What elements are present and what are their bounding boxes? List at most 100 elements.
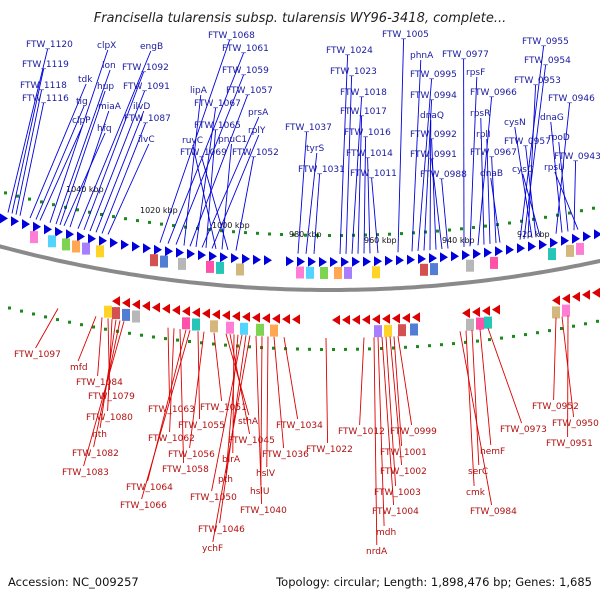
forward-gene-arrow bbox=[176, 247, 184, 258]
gene-leader-line bbox=[63, 132, 106, 226]
gene-leader-line bbox=[201, 116, 260, 248]
map-title: Francisella tularensis subsp. tularensis… bbox=[94, 11, 507, 26]
gene-leader-line bbox=[221, 143, 232, 250]
feature-block bbox=[384, 324, 392, 337]
tick-dot bbox=[340, 234, 343, 237]
feature-block bbox=[96, 245, 104, 258]
gene-label: FTW_1058 bbox=[162, 465, 209, 475]
forward-gene-arrow bbox=[165, 246, 173, 257]
gene-label: prsA bbox=[248, 108, 269, 118]
reverse-gene-arrow bbox=[192, 307, 200, 318]
gene-leader-line bbox=[527, 84, 537, 239]
gene-leader-line bbox=[429, 119, 432, 251]
gene-label: FTW_0995 bbox=[410, 70, 457, 80]
gene-label: cysN bbox=[504, 118, 526, 128]
tick-label: 940 kbp bbox=[442, 236, 475, 245]
forward-gene-arrow bbox=[583, 231, 591, 242]
gene-leader-line bbox=[313, 173, 321, 254]
gene-label: FTW_1045 bbox=[228, 436, 275, 446]
gene-label: FTW_0967 bbox=[470, 148, 517, 158]
tick-dot bbox=[244, 231, 247, 235]
feature-block bbox=[48, 235, 56, 248]
gene-leader-line bbox=[211, 334, 243, 492]
forward-gene-arrow bbox=[88, 233, 96, 244]
gene-leader-line bbox=[465, 330, 475, 487]
gene-label: FTW_1024 bbox=[326, 46, 373, 56]
accession-label: Accession: NC_009257 bbox=[8, 575, 139, 589]
feature-block bbox=[372, 266, 380, 279]
gene-label: rpoD bbox=[548, 133, 570, 143]
gene-leader-line bbox=[35, 105, 85, 220]
gene-label: lipA bbox=[190, 86, 208, 96]
reverse-gene-arrow bbox=[582, 289, 590, 300]
tick-dot bbox=[304, 233, 307, 237]
gene-label: FTW_1018 bbox=[340, 88, 387, 98]
gene-label: phnA bbox=[410, 51, 434, 61]
reverse-arrow-track bbox=[112, 287, 600, 325]
gene-label: FTW_1051 bbox=[200, 403, 247, 413]
feature-block bbox=[178, 257, 186, 270]
gene-leader-line bbox=[141, 330, 191, 500]
gene-leader-line bbox=[55, 69, 111, 225]
reverse-gene-arrow bbox=[182, 306, 190, 317]
tick-dot bbox=[296, 347, 299, 351]
forward-gene-arrow bbox=[352, 256, 360, 267]
gene-leader-line bbox=[183, 94, 202, 246]
gene-leader-line bbox=[477, 96, 493, 246]
gene-label: FTW_1084 bbox=[76, 378, 123, 388]
gene-label: FTW_1119 bbox=[22, 60, 69, 70]
tick-dot bbox=[508, 221, 511, 225]
reverse-gene-arrow bbox=[172, 305, 180, 316]
feature-block bbox=[62, 238, 70, 251]
feature-block bbox=[182, 317, 190, 330]
gene-label: FTW_1064 bbox=[126, 483, 173, 493]
gene-label: FTW_0984 bbox=[470, 507, 517, 517]
gene-label: FTW_0946 bbox=[548, 94, 595, 104]
feature-block bbox=[344, 266, 352, 279]
tick-dot bbox=[160, 222, 163, 226]
forward-gene-arrow bbox=[451, 251, 459, 262]
feature-block bbox=[484, 316, 492, 329]
forward-gene-arrow bbox=[341, 257, 349, 267]
gene-label: rplI bbox=[476, 130, 491, 140]
forward-gene-arrow bbox=[517, 243, 525, 254]
tick-dot bbox=[236, 344, 239, 348]
feature-block bbox=[548, 248, 556, 261]
gene-leader-line bbox=[431, 158, 443, 250]
tick-dot bbox=[28, 197, 31, 201]
tick-dot bbox=[52, 203, 55, 207]
gene-leader-line bbox=[397, 38, 405, 253]
gene-label: FTW_1065 bbox=[194, 121, 241, 131]
forward-gene-arrow bbox=[44, 224, 52, 235]
feature-block bbox=[270, 324, 278, 337]
gene-leader-line bbox=[69, 110, 110, 228]
forward-gene-arrow bbox=[11, 216, 19, 227]
reverse-gene-arrow bbox=[402, 313, 410, 323]
tick-dot bbox=[500, 336, 503, 340]
gene-label: FTW_1068 bbox=[208, 31, 255, 41]
gene-leader-line bbox=[441, 178, 449, 249]
gene-label: FTW_1062 bbox=[148, 434, 195, 444]
reverse-gene-arrow bbox=[462, 308, 470, 319]
gene-label: FTW_1050 bbox=[190, 493, 237, 503]
tick-label: 960 kbp bbox=[364, 236, 397, 245]
gene-leader-line bbox=[377, 337, 385, 527]
tick-dot bbox=[484, 224, 487, 228]
forward-gene-arrow bbox=[396, 255, 404, 266]
gene-leader-line bbox=[371, 177, 379, 254]
gene-leader-line bbox=[479, 329, 492, 446]
reverse-gene-arrow bbox=[222, 310, 230, 321]
forward-gene-arrow bbox=[429, 253, 437, 264]
tick-dot bbox=[572, 324, 575, 328]
gene-leader-line bbox=[339, 54, 349, 255]
reverse-gene-arrow bbox=[472, 307, 480, 317]
tick-dot bbox=[400, 232, 403, 236]
tick-dot bbox=[512, 334, 515, 338]
gene-label: FTW_0977 bbox=[442, 50, 489, 60]
gene-leader-line bbox=[35, 308, 59, 349]
forward-gene-arrow bbox=[154, 244, 162, 255]
feature-block bbox=[256, 323, 264, 336]
gene-label: FTW_1092 bbox=[122, 63, 169, 73]
tick-dot bbox=[368, 347, 371, 351]
